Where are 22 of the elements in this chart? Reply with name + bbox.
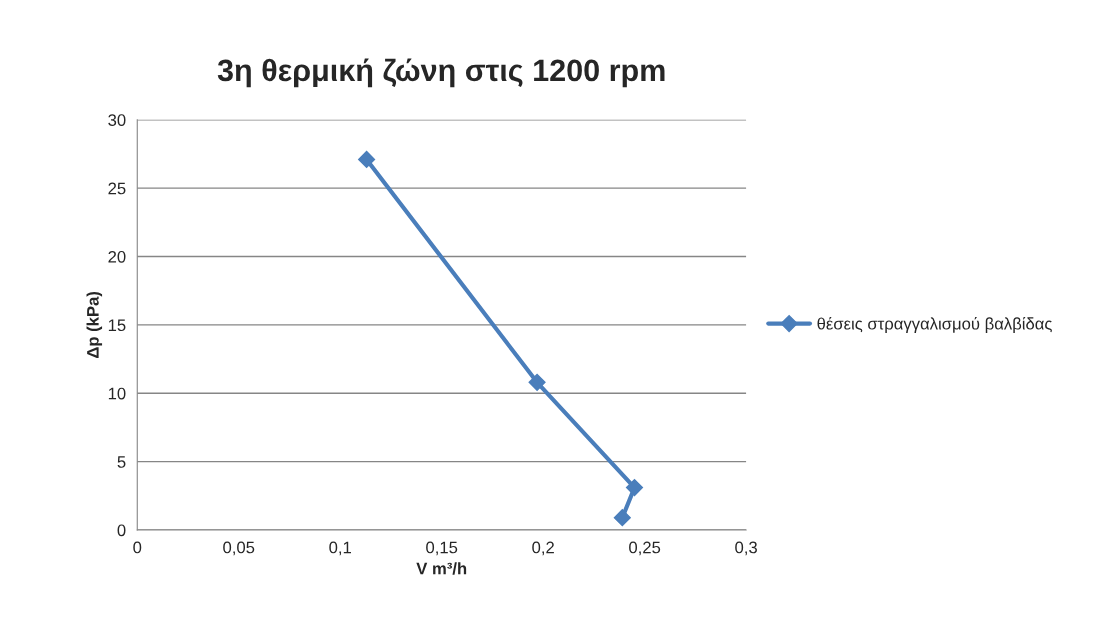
point	[358, 150, 376, 168]
y-tick-label: 30	[108, 114, 126, 126]
legend-label: θέσεις στραγγαλισμού βαλβίδας	[817, 316, 1052, 333]
y-tick-label: 20	[108, 250, 126, 263]
x-tick-label: 0,1	[329, 541, 351, 556]
y-tick-label: 15	[108, 319, 126, 332]
x-axis-title: V m³/h	[416, 562, 467, 575]
x-tick-label: 0,15	[426, 541, 458, 556]
chart-title: 3η θερμική ζώνη στις 1200 rpm	[217, 58, 665, 88]
y-tick-label: 10	[108, 387, 126, 400]
y-tick-label: 25	[108, 182, 126, 195]
point	[613, 509, 631, 527]
x-tick-label: 0,2	[532, 541, 554, 556]
x-tick-label: 0	[133, 541, 142, 554]
y-tick-label: 5	[117, 456, 126, 468]
point	[528, 373, 546, 391]
x-tick-label: 0,05	[223, 541, 255, 556]
x-tick-label: 0,3	[735, 541, 757, 556]
point	[625, 479, 644, 497]
y-tick-label: 0	[117, 524, 126, 537]
x-tick-label: 0,25	[629, 541, 661, 556]
y-axis-title: Δp (kPa)	[86, 291, 103, 358]
